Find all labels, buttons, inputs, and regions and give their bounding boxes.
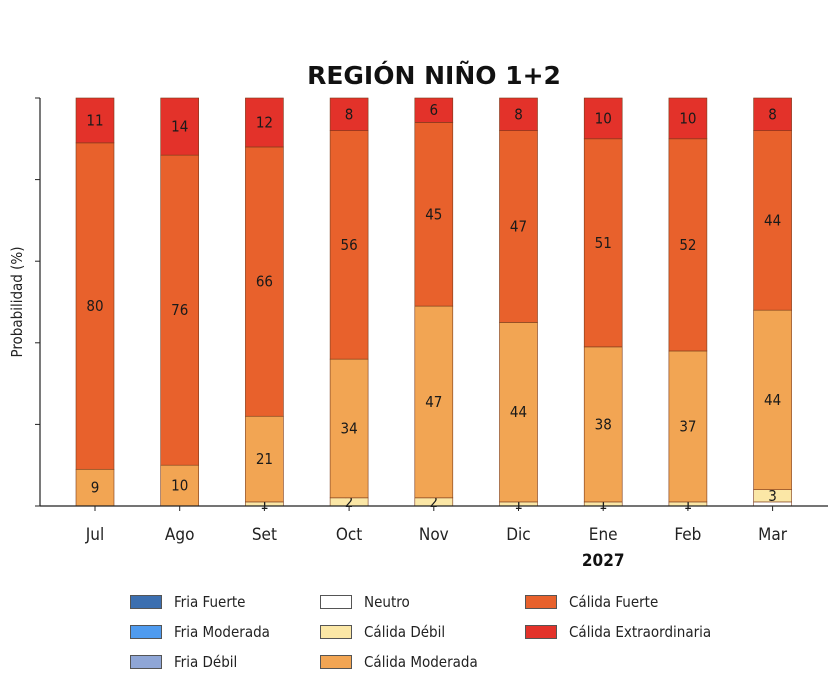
legend-item: Cálida Extraordinaria xyxy=(525,623,711,641)
chart-title: REGIÓN NIÑO 1+2 xyxy=(307,60,561,90)
bar-value-label: 8 xyxy=(345,105,354,123)
bar-value-label: 2 xyxy=(430,493,439,511)
legend-swatch xyxy=(525,595,557,609)
legend-label: Fria Débil xyxy=(174,653,238,671)
stacked-bar-chart: REGIÓN NIÑO 1+2 Probabilidad (%) 9801110… xyxy=(8,60,828,571)
bar-segment xyxy=(499,97,538,131)
bar-value-label: 56 xyxy=(341,236,358,254)
bars-group: 9801110761412166122345682474561444781385… xyxy=(75,97,792,513)
bar-segment xyxy=(329,130,369,360)
bar-segment xyxy=(75,97,115,144)
bar-value-label: 47 xyxy=(425,393,442,411)
bar-value-label: 1 xyxy=(684,495,693,513)
bar-segment xyxy=(160,97,199,156)
bar-segment xyxy=(583,97,623,140)
legend-label: Fria Moderada xyxy=(174,623,270,641)
x-tick-label: Dic xyxy=(506,525,530,545)
bar-value-label: 37 xyxy=(679,417,696,435)
legend-label: Neutro xyxy=(364,593,410,611)
bar-segment xyxy=(753,309,792,490)
year-annotation: 2027 xyxy=(582,551,625,571)
x-tick-label: Jul xyxy=(85,525,104,545)
bar-segment xyxy=(245,415,284,503)
legend-label: Cálida Moderada xyxy=(364,653,478,671)
legend-swatch xyxy=(320,595,352,609)
bar-value-label: 47 xyxy=(510,218,527,236)
bar-value-label: 10 xyxy=(679,109,696,127)
bar-segment xyxy=(414,305,454,499)
legend-item: Cálida Débil xyxy=(320,623,445,641)
legend-item: Fria Fuerte xyxy=(130,593,245,611)
bar-value-label: 11 xyxy=(86,111,103,129)
axes-group xyxy=(35,97,828,511)
bar-value-label: 51 xyxy=(595,234,612,252)
bar-value-label: 52 xyxy=(679,236,696,254)
legend-item: Neutro xyxy=(320,593,410,611)
legend-swatch xyxy=(320,625,352,639)
legend-swatch xyxy=(130,595,162,609)
bar-value-label: 1 xyxy=(260,495,269,513)
bar-value-label: 9 xyxy=(91,479,100,497)
legend-swatch xyxy=(130,625,162,639)
x-tick-label: Feb xyxy=(674,525,701,545)
x-tick-label: Ago xyxy=(165,525,195,545)
bar-value-label: 12 xyxy=(256,113,273,131)
bar-segment xyxy=(414,122,454,307)
chart-legend: Fria Fuerte Fria Moderada Fria Débil Neutro… xyxy=(130,593,770,683)
bar-value-label: 34 xyxy=(341,419,358,437)
bar-value-label: 76 xyxy=(171,301,188,319)
legend-item: Fria Moderada xyxy=(130,623,270,641)
legend-swatch xyxy=(130,655,162,669)
bar-segment xyxy=(414,97,454,123)
legend-item: Fria Débil xyxy=(130,653,237,671)
bar-value-label: 3 xyxy=(768,487,777,505)
x-tick-label: Mar xyxy=(758,525,788,545)
bar-value-label: 45 xyxy=(425,205,442,223)
legend-item: Cálida Fuerte xyxy=(525,593,658,611)
legend-item: Cálida Moderada xyxy=(320,653,478,671)
bar-segment xyxy=(329,97,369,131)
bar-value-label: 44 xyxy=(764,211,781,229)
x-tick-label: Ene xyxy=(589,525,618,545)
bar-value-label: 6 xyxy=(430,101,439,119)
bar-value-label: 10 xyxy=(595,109,612,127)
x-tick-label: Nov xyxy=(419,525,449,545)
bar-segment xyxy=(753,97,792,131)
legend-swatch xyxy=(320,655,352,669)
bar-value-label: 80 xyxy=(86,297,103,315)
bar-value-label: 8 xyxy=(514,105,523,123)
bar-segment xyxy=(668,97,708,140)
bar-segment xyxy=(668,138,708,352)
bar-value-label: 66 xyxy=(256,273,273,291)
bar-segment xyxy=(583,138,623,348)
bar-segment xyxy=(668,350,708,503)
bar-value-label: 44 xyxy=(764,391,781,409)
x-tick-label: Set xyxy=(252,525,277,545)
x-tick-labels: Jul Ago Set Oct Nov Dic Ene Feb Mar xyxy=(85,525,788,545)
bar-value-label: 44 xyxy=(510,403,527,421)
legend-label: Fria Fuerte xyxy=(174,593,246,611)
bar-segment xyxy=(75,468,115,507)
y-axis-label: Probabilidad (%) xyxy=(8,246,26,357)
bar-value-label: 1 xyxy=(514,495,523,513)
bar-value-label: 10 xyxy=(171,477,188,495)
bar-segment xyxy=(75,142,115,470)
bar-segment xyxy=(245,146,284,417)
bar-segment xyxy=(583,346,623,503)
x-tick-label: Oct xyxy=(336,525,362,545)
bar-value-label: 2 xyxy=(345,493,354,511)
legend-swatch xyxy=(525,625,557,639)
bar-value-label: 38 xyxy=(595,415,612,433)
bar-segment xyxy=(160,464,199,507)
legend-label: Cálida Extraordinaria xyxy=(569,623,712,641)
bar-segment xyxy=(160,154,199,466)
bar-segment xyxy=(245,97,284,148)
bar-value-label: 14 xyxy=(171,118,188,136)
legend-label: Cálida Fuerte xyxy=(569,593,659,611)
bar-value-label: 21 xyxy=(256,450,273,468)
bar-value-label: 8 xyxy=(768,105,777,123)
bar-value-label: 1 xyxy=(599,495,608,513)
legend-label: Cálida Débil xyxy=(364,623,446,641)
bar-segment xyxy=(499,130,538,323)
